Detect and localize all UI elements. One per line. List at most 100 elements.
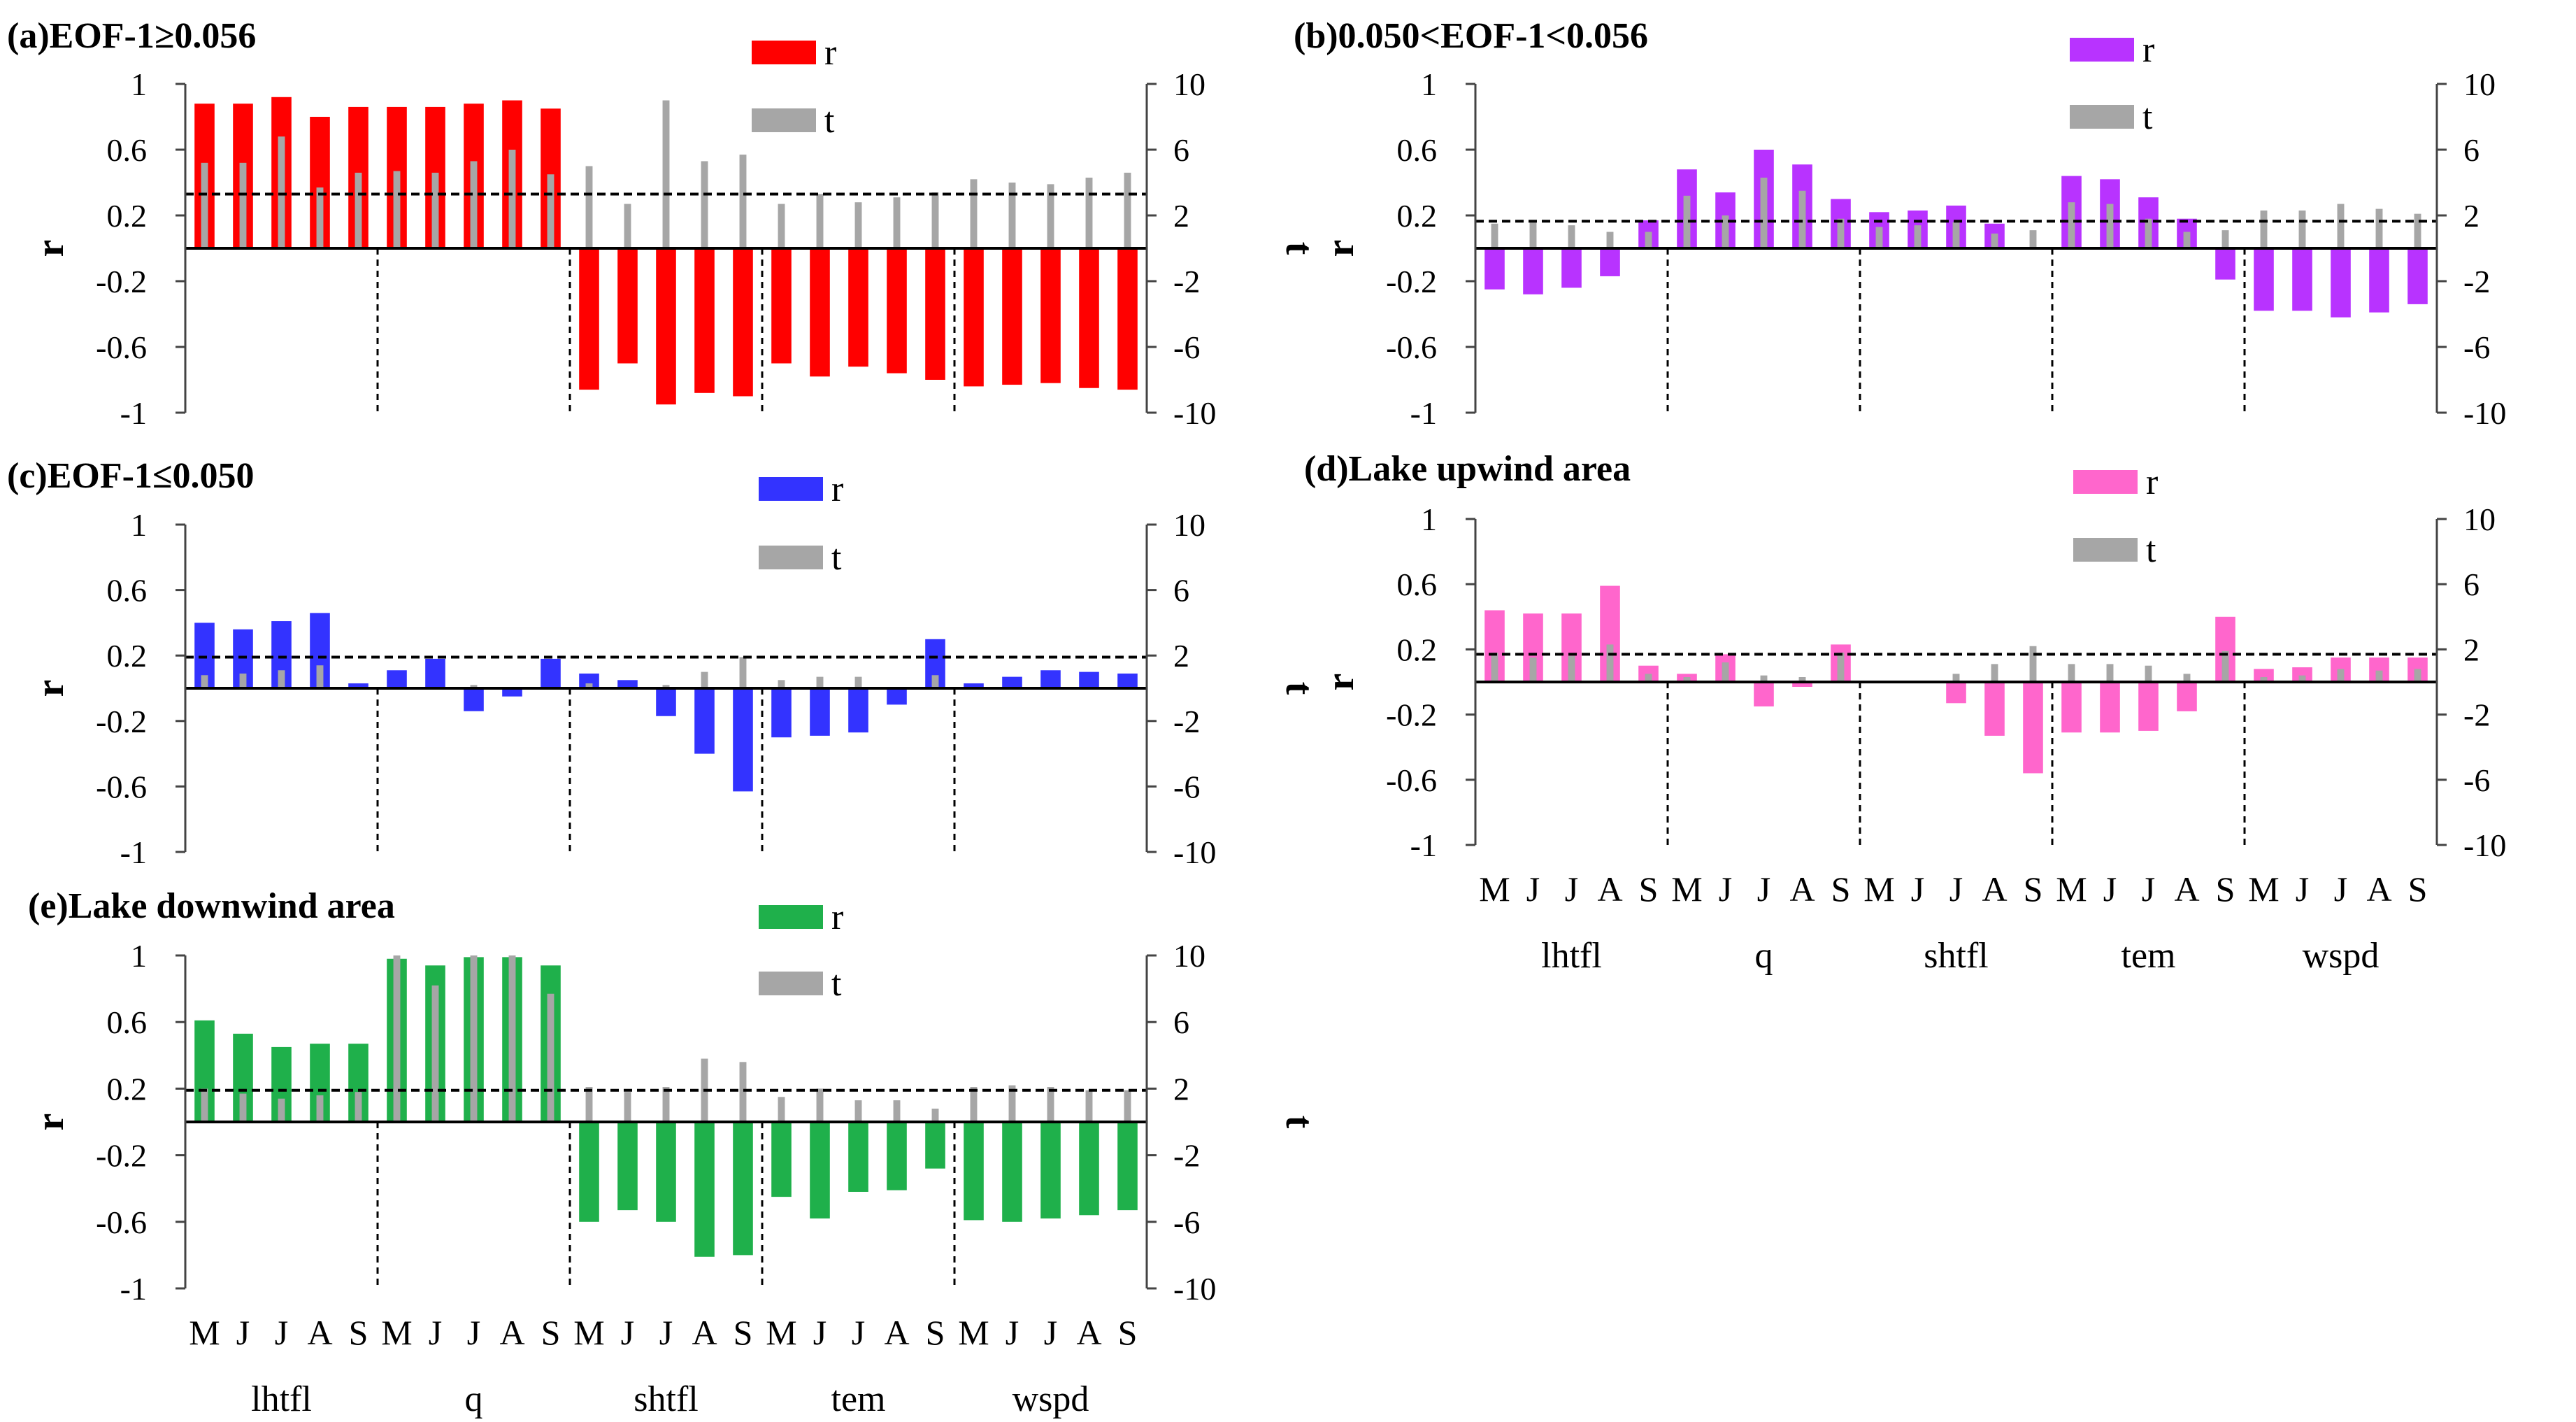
r-bar	[579, 673, 599, 688]
right-tick-label: -10	[2463, 395, 2506, 431]
legend-r-label: r	[2146, 462, 2158, 502]
left-tick-label: -0.6	[1386, 762, 1437, 798]
r-bar	[733, 248, 753, 397]
right-tick-label: 2	[2463, 632, 2480, 667]
r-bar	[887, 1122, 907, 1190]
r-bar	[1117, 248, 1138, 390]
t-bar	[1722, 215, 1729, 248]
x-tick-label: A	[307, 1313, 332, 1352]
legend-r-swatch	[759, 905, 823, 929]
panel-title: (c)EOF-1≤0.050	[7, 456, 254, 496]
right-tick-label: 6	[1173, 1004, 1189, 1040]
x-tick-label: S	[1118, 1313, 1138, 1352]
r-bar	[1040, 248, 1061, 383]
left-tick-label: -1	[120, 1271, 147, 1307]
t-bar	[624, 1092, 631, 1122]
right-tick-label: -6	[1173, 329, 1200, 365]
panel-title: (e)Lake downwind area	[28, 886, 395, 926]
left-tick-label: 0.2	[1397, 198, 1438, 234]
x-tick-label: J	[1949, 869, 1963, 909]
legend-t-swatch	[759, 546, 823, 569]
x-tick-label: A	[884, 1313, 909, 1352]
r-bar	[1079, 1122, 1099, 1216]
t-bar	[662, 1087, 670, 1122]
left-tick-label: -0.6	[1386, 329, 1437, 365]
t-bar	[278, 136, 285, 248]
group-label: tem	[831, 1379, 886, 1419]
r-bar	[1002, 676, 1022, 688]
x-tick-label: M	[766, 1313, 796, 1352]
x-tick-label: J	[1006, 1313, 1019, 1352]
t-bar	[1008, 183, 1016, 248]
right-tick-label: -10	[1173, 395, 1216, 431]
left-tick-label: -0.2	[96, 264, 147, 299]
left-tick-label: -1	[120, 834, 147, 870]
t-bar	[624, 204, 631, 248]
t-bar	[239, 673, 247, 688]
group-label: wspd	[2303, 936, 2380, 976]
r-bar	[848, 1122, 868, 1192]
t-bar	[2145, 218, 2152, 248]
left-tick-label: 0.6	[1397, 132, 1438, 168]
t-bar	[470, 685, 478, 688]
left-tick-label: 0.6	[107, 132, 148, 168]
left-tick-label: 0.6	[107, 573, 148, 609]
x-tick-label: J	[659, 1313, 673, 1352]
r-bar	[2177, 682, 2197, 711]
left-tick-label: 0.2	[107, 1071, 148, 1107]
t-bar	[355, 1092, 362, 1122]
x-tick-label: J	[1719, 869, 1732, 909]
left-axis-title: r	[29, 1114, 72, 1131]
t-bar	[1991, 233, 1998, 248]
t-bar	[316, 187, 324, 248]
x-tick-label: S	[2216, 869, 2235, 909]
r-bar	[1754, 682, 1774, 706]
x-tick-label: J	[429, 1313, 442, 1352]
t-bar	[662, 100, 670, 248]
t-bar	[739, 155, 747, 248]
x-tick-label: M	[189, 1313, 220, 1352]
x-tick-label: J	[1911, 869, 1924, 909]
x-tick-label: A	[2366, 869, 2391, 909]
r-bar	[1002, 1122, 1022, 1222]
x-tick-label: J	[852, 1313, 865, 1352]
t-bar	[1645, 232, 1652, 248]
x-tick-label: S	[2024, 869, 2043, 909]
group-label: lhtfl	[251, 1379, 312, 1419]
t-bar	[547, 993, 554, 1122]
t-bar	[1760, 177, 1768, 248]
left-axis-title: r	[1319, 674, 1362, 691]
t-bar	[2414, 213, 2421, 248]
x-tick-label: J	[1044, 1313, 1057, 1352]
r-bar	[2369, 248, 2389, 313]
t-bar	[1047, 184, 1054, 248]
t-bar	[431, 172, 439, 248]
t-bar	[1760, 675, 1768, 682]
r-bar	[1561, 248, 1582, 288]
right-tick-label: 2	[2463, 198, 2480, 234]
left-tick-label: 1	[131, 507, 147, 543]
t-bar	[931, 192, 939, 248]
t-bar	[854, 676, 862, 688]
t-bar	[1722, 662, 1729, 682]
left-tick-label: 1	[1421, 66, 1437, 102]
t-bar	[1491, 223, 1498, 248]
right-tick-label: -6	[1173, 1204, 1200, 1240]
r-bar	[810, 688, 830, 736]
t-bar	[2106, 664, 2114, 682]
r-bar	[771, 688, 792, 738]
legend-t-label: t	[831, 964, 842, 1004]
r-bar	[733, 1122, 753, 1256]
t-bar	[585, 683, 593, 688]
r-bar	[694, 688, 715, 754]
x-tick-label: M	[958, 1313, 989, 1352]
x-tick-label: J	[2334, 869, 2347, 909]
r-bar	[771, 248, 792, 364]
r-bar	[2407, 248, 2428, 304]
left-tick-label: 1	[131, 938, 147, 974]
r-bar	[2292, 667, 2312, 682]
right-tick-label: -10	[1173, 834, 1216, 870]
right-tick-label: -2	[2463, 264, 2490, 299]
legend-r-swatch	[759, 477, 823, 501]
r-bar	[1484, 248, 1505, 290]
